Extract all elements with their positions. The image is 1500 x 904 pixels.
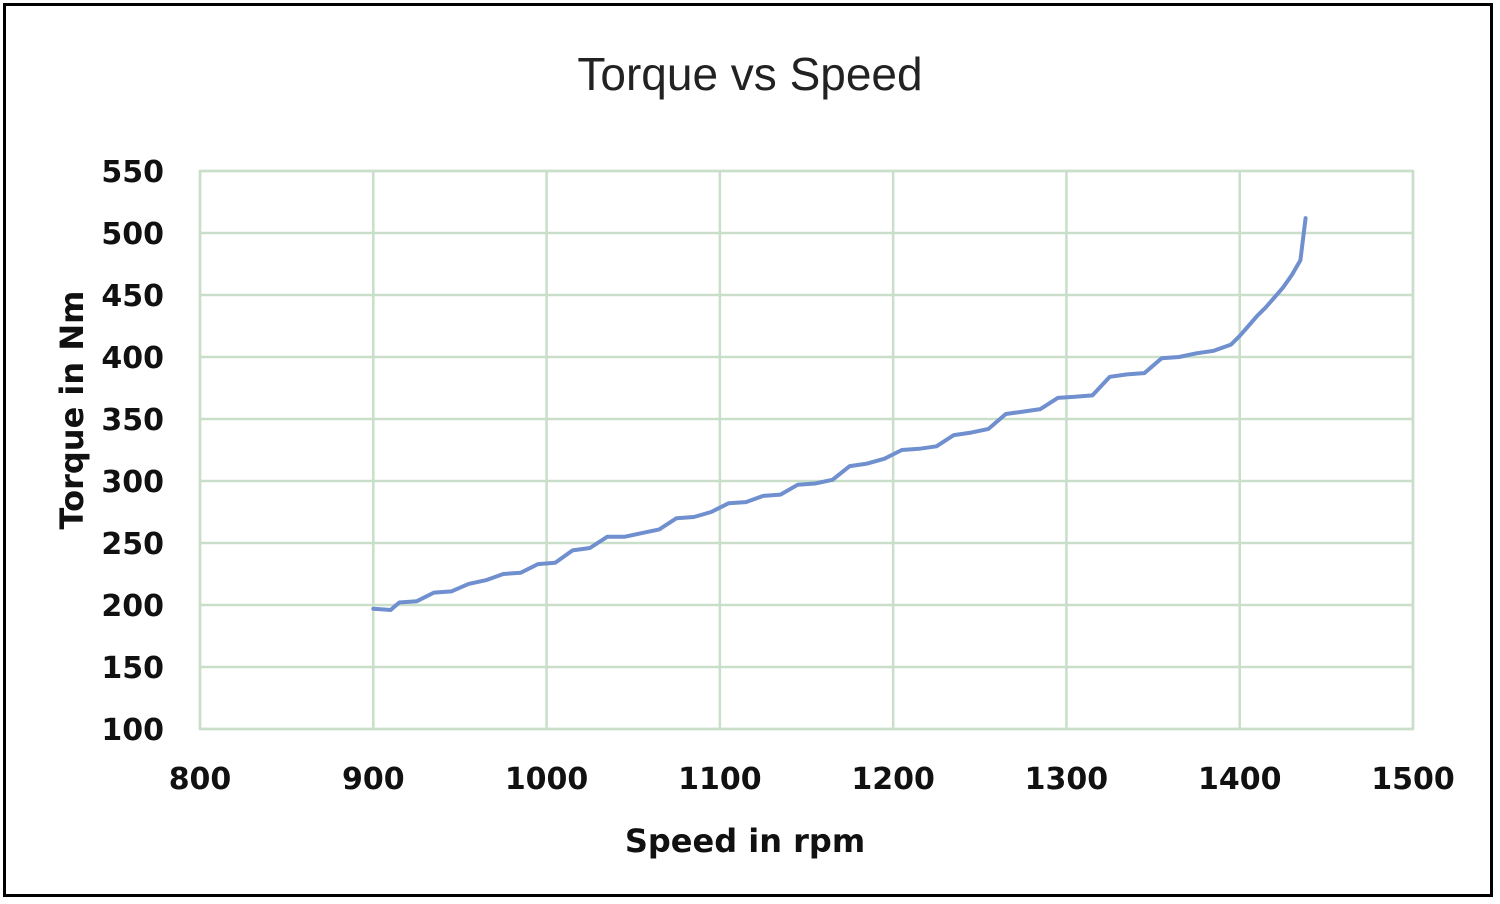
x-tick-label: 900 — [342, 762, 405, 797]
torque-series-line — [371, 216, 1308, 612]
y-tick-label: 550 — [101, 155, 164, 190]
y-tick-label: 150 — [101, 651, 164, 686]
x-tick-label: 1400 — [1198, 762, 1282, 797]
y-tick-label: 300 — [101, 465, 164, 500]
x-tick-label: 1100 — [678, 762, 762, 797]
grid-layer — [198, 169, 1415, 731]
chart-frame — [3, 3, 1493, 897]
x-tick-label: 1000 — [505, 762, 589, 797]
y-tick-label: 200 — [101, 589, 164, 624]
y-axis-label: Torque in Nm — [53, 291, 91, 530]
x-tick-label: 1200 — [851, 762, 935, 797]
y-tick-labels: 100 150 200 250 300 350 400 450 500 550 — [101, 155, 164, 748]
y-tick-label: 400 — [101, 341, 164, 376]
y-tick-label: 450 — [101, 279, 164, 314]
x-axis-label: Speed in rpm — [625, 822, 865, 860]
x-tick-labels: 800 900 1000 1100 1200 1300 1400 1500 — [169, 762, 1455, 797]
x-tick-label: 1300 — [1025, 762, 1109, 797]
y-tick-label: 500 — [101, 217, 164, 252]
chart-title: Torque vs Speed — [577, 48, 922, 100]
y-tick-label: 250 — [101, 527, 164, 562]
x-tick-label: 1500 — [1371, 762, 1455, 797]
x-tick-label: 800 — [169, 762, 232, 797]
y-tick-label: 350 — [101, 403, 164, 438]
y-tick-label: 100 — [101, 713, 164, 748]
plot-area-border — [198, 169, 1415, 731]
